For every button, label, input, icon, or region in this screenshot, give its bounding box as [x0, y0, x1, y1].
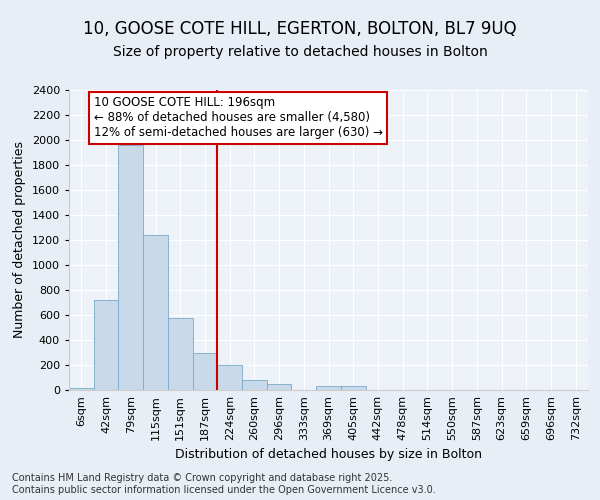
Bar — [193, 352, 217, 390]
Bar — [267, 384, 292, 390]
Bar — [341, 386, 365, 390]
Text: 10, GOOSE COTE HILL, EGERTON, BOLTON, BL7 9UQ: 10, GOOSE COTE HILL, EGERTON, BOLTON, BL… — [83, 20, 517, 38]
Bar — [143, 235, 168, 390]
X-axis label: Distribution of detached houses by size in Bolton: Distribution of detached houses by size … — [175, 448, 482, 462]
Text: Contains HM Land Registry data © Crown copyright and database right 2025.
Contai: Contains HM Land Registry data © Crown c… — [12, 474, 436, 495]
Bar — [217, 365, 242, 390]
Bar — [316, 386, 341, 390]
Bar — [69, 388, 94, 390]
Bar — [94, 300, 118, 390]
Bar — [168, 318, 193, 390]
Bar — [242, 380, 267, 390]
Text: 10 GOOSE COTE HILL: 196sqm
← 88% of detached houses are smaller (4,580)
12% of s: 10 GOOSE COTE HILL: 196sqm ← 88% of deta… — [94, 96, 383, 139]
Text: Size of property relative to detached houses in Bolton: Size of property relative to detached ho… — [113, 45, 487, 59]
Bar — [118, 145, 143, 390]
Y-axis label: Number of detached properties: Number of detached properties — [13, 142, 26, 338]
